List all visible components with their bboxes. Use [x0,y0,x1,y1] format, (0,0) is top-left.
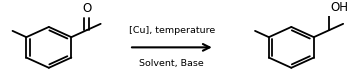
Text: O: O [82,2,92,15]
Text: OH: OH [330,1,348,14]
Text: Solvent, Base: Solvent, Base [140,59,204,67]
Text: [Cu], temperature: [Cu], temperature [129,26,215,35]
